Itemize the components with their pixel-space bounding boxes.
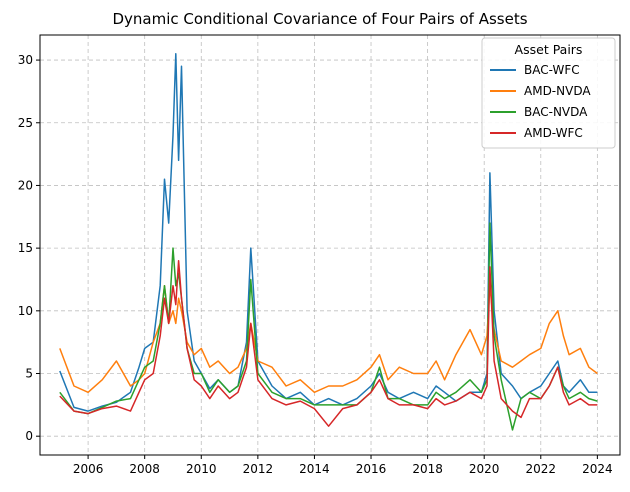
y-tick-label: 5 [25,367,33,381]
x-tick-label: 2010 [186,462,217,476]
legend-label-bac-nvda: BAC-NVDA [524,105,588,119]
series-line-bac-nvda [59,222,598,431]
axes: 2006 2008 2010 2012 2014 2016 2018 2020 2022 2024… [18,53,613,476]
legend-label-amd-wfc: AMD-WFC [524,126,583,140]
y-tick-label: 10 [18,304,33,318]
x-tick-label: 2014 [299,462,330,476]
x-tick-label: 2008 [129,462,160,476]
legend-box [481,37,616,149]
legend-title: Asset Pairs [515,42,583,57]
x-tick-label: 2006 [73,462,104,476]
x-tick-label: 2024 [582,462,613,476]
y-tick-label: 30 [18,53,33,67]
y-tick-label: 25 [18,116,33,130]
series-lines [59,53,598,431]
legend: Asset Pairs BAC-WFC AMD-NVDA BAC-NVDA AMD-W… [481,37,616,149]
x-tick-label: 2022 [526,462,557,476]
x-tick-label: 2012 [243,462,274,476]
legend-label-bac-wfc: BAC-WFC [524,63,580,77]
chart-title: Dynamic Conditional Covariance of Four P… [112,10,527,28]
y-tick-label: 0 [25,429,33,443]
y-tick-label: 15 [18,241,33,255]
plot-area-frame [39,34,621,456]
x-tick-label: 2016 [356,462,387,476]
y-tick-label: 20 [18,178,33,192]
series-line-amd-wfc [59,259,598,427]
x-tick-label: 2018 [412,462,443,476]
x-tick-label: 2020 [469,462,500,476]
legend-label-amd-nvda: AMD-NVDA [524,84,591,98]
